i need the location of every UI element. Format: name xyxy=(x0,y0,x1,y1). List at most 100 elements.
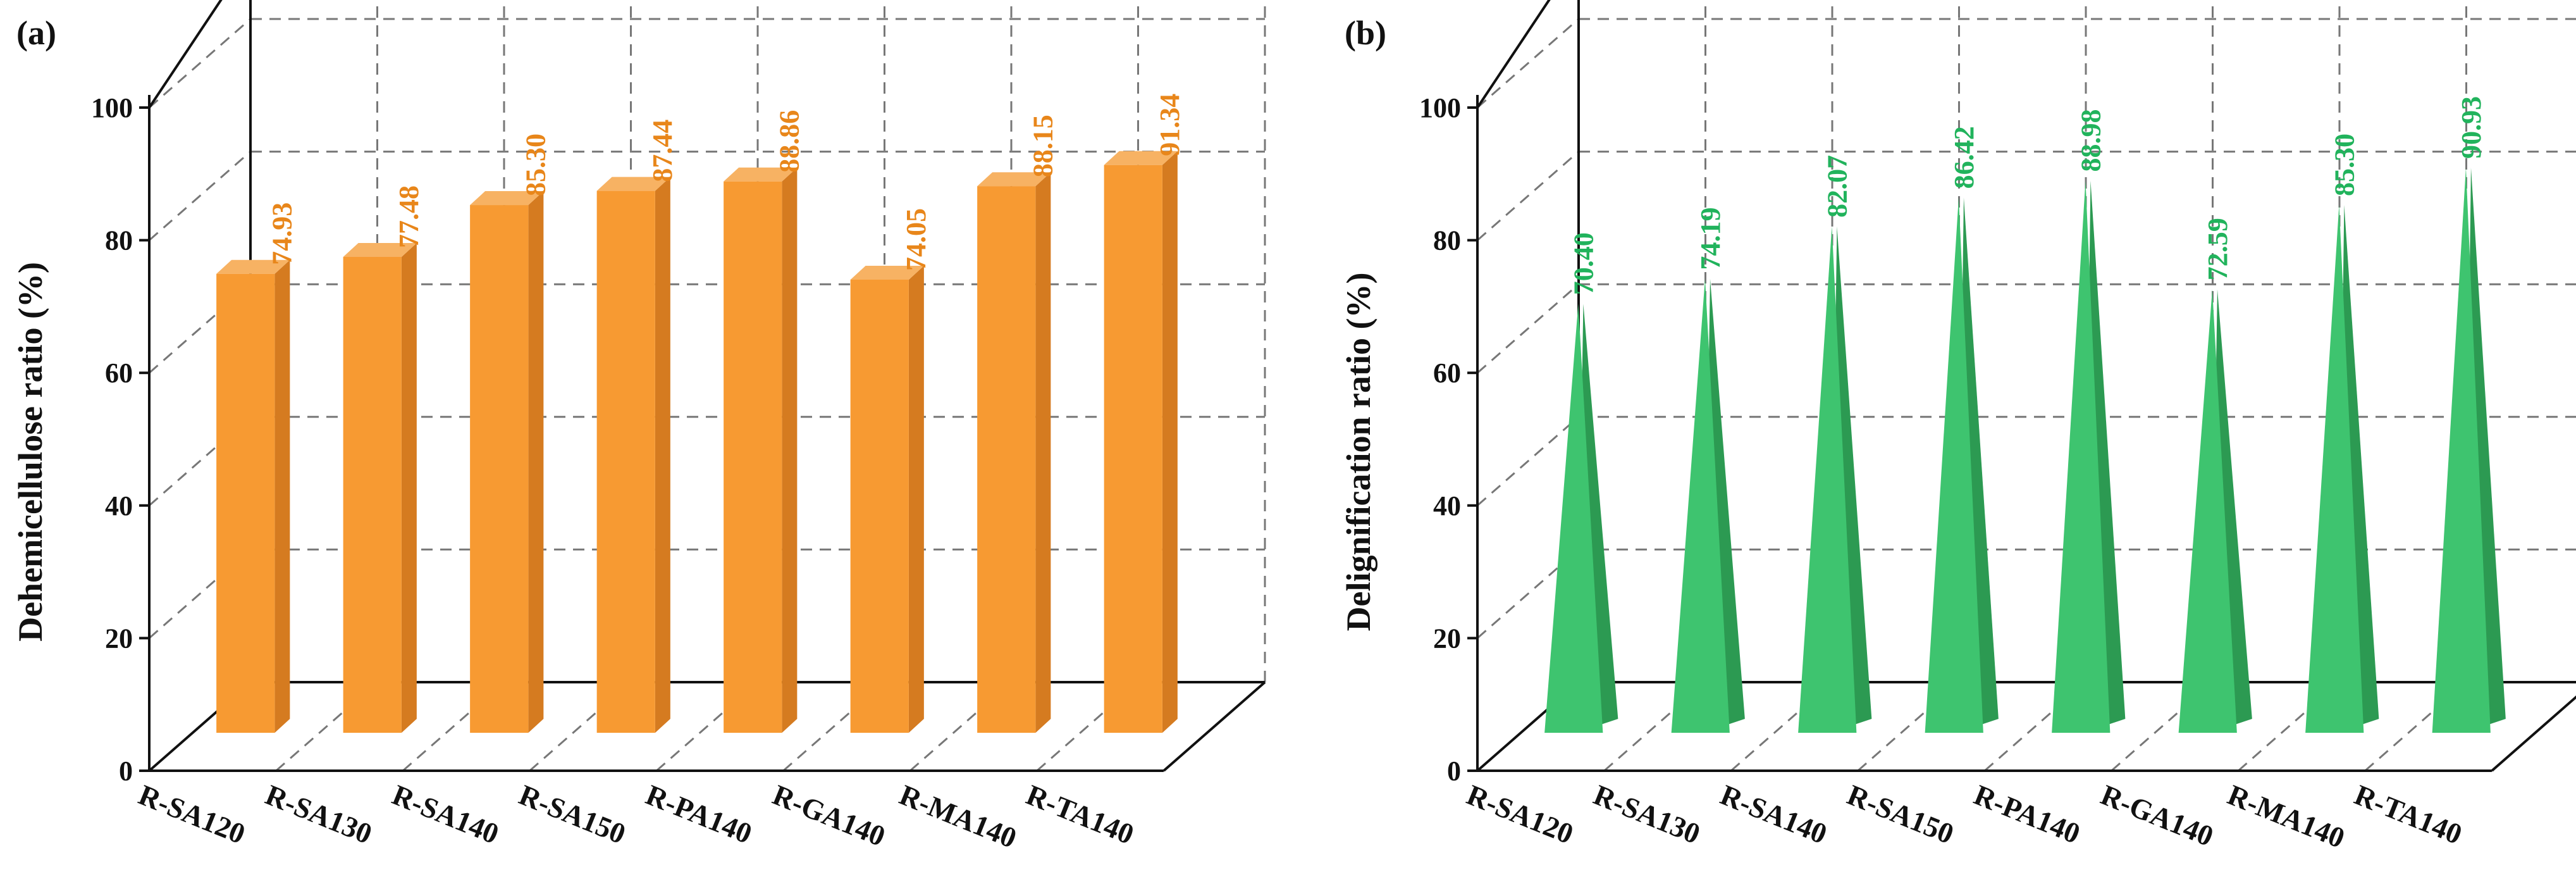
bar-side xyxy=(908,265,924,733)
right-floor-edge xyxy=(2491,695,2576,772)
x-tick-label: R-SA150 xyxy=(515,778,631,850)
bar xyxy=(2305,205,2364,733)
y-tick-label: 80 xyxy=(105,225,133,256)
data-label: 90.93 xyxy=(2456,96,2487,159)
bar-side xyxy=(1162,151,1178,733)
top-left-edge xyxy=(148,0,223,109)
y-tick-label: 20 xyxy=(105,623,133,654)
side-gridline xyxy=(1477,18,1579,109)
bar xyxy=(850,279,909,733)
bar xyxy=(1798,226,1857,733)
floor-gridline xyxy=(275,681,378,772)
floor-gridline xyxy=(1730,681,1833,772)
bar-side xyxy=(655,177,670,733)
y-tick-label: 20 xyxy=(1433,623,1461,654)
side-gridline xyxy=(1477,549,1579,639)
bar-top xyxy=(724,167,798,182)
bar-top xyxy=(850,265,924,280)
x-tick-label: R-SA140 xyxy=(388,778,503,850)
y-tick-label: 60 xyxy=(1433,358,1461,389)
bar xyxy=(1671,278,1730,733)
side-gridline xyxy=(149,283,251,374)
bar-side xyxy=(274,259,290,733)
x-tick-label: R-GA140 xyxy=(2097,778,2218,852)
side-gridline xyxy=(149,151,251,241)
right-floor-edge xyxy=(1162,681,1266,772)
x-tick-label: R-SA120 xyxy=(1462,778,1578,850)
floor-gridline xyxy=(782,681,885,772)
y-tick-label: 100 xyxy=(1419,92,1461,123)
y-tick-label: 60 xyxy=(105,358,133,389)
floor-gridline xyxy=(402,681,505,772)
data-label: 88.86 xyxy=(773,110,804,173)
bar-side xyxy=(782,167,798,733)
y-tick-label: 80 xyxy=(1433,225,1461,256)
data-label: 85.30 xyxy=(2329,134,2360,196)
floor-gridline xyxy=(1036,681,1139,772)
bar-top xyxy=(343,243,417,258)
y-axis-label: Delignification ratio (%) xyxy=(1340,273,1377,632)
y-tick-label: 100 xyxy=(91,92,133,123)
floor-gridline xyxy=(529,681,632,772)
data-label: 87.44 xyxy=(647,120,678,182)
floor-gridline xyxy=(909,681,1012,772)
bar xyxy=(216,273,275,733)
top-left-edge xyxy=(1476,0,1551,109)
data-label: 85.30 xyxy=(520,134,551,196)
x-tick-label: R-PA140 xyxy=(641,778,756,850)
floor-gridline xyxy=(2364,681,2467,772)
side-gridline xyxy=(1477,151,1579,241)
panel-a: 0 20 40 60 80 100 Dehemicellulose ratio (%) (a)… xyxy=(11,0,1266,854)
bar-top xyxy=(596,177,670,191)
bar-top xyxy=(977,172,1051,187)
data-label: 70.40 xyxy=(1568,232,1599,295)
floor-gridline xyxy=(2491,695,2576,772)
floor-gridline xyxy=(1603,681,1706,772)
data-label: 72.59 xyxy=(2202,218,2233,280)
y-tick-label: 40 xyxy=(105,490,133,521)
panel-label: (b) xyxy=(1345,14,1386,52)
side-gridline xyxy=(149,416,251,506)
side-gridline xyxy=(1477,416,1579,506)
data-label: 82.07 xyxy=(1821,155,1852,218)
data-label: 86.42 xyxy=(1949,126,1980,189)
bar-top xyxy=(470,191,544,206)
bar xyxy=(343,257,402,733)
x-tick-label: R-TA140 xyxy=(1022,778,1138,850)
side-gridline xyxy=(1477,283,1579,374)
x-tick-label: R-MA140 xyxy=(895,778,1021,854)
data-label: 88.15 xyxy=(1027,115,1058,177)
bar xyxy=(470,205,529,733)
bar xyxy=(2052,180,2111,733)
x-tick-label: R-GA140 xyxy=(768,778,890,852)
bar-side xyxy=(401,243,417,733)
floor-gridline xyxy=(2111,681,2214,772)
bar xyxy=(1104,165,1162,733)
y-tick-label: 40 xyxy=(1433,490,1461,521)
bar-top xyxy=(216,259,290,274)
bar xyxy=(977,186,1036,733)
floor-gridline xyxy=(656,681,758,772)
panel-label: (a) xyxy=(16,14,56,52)
x-tick-label: R-TA140 xyxy=(2350,778,2467,850)
panel-b: 0 20 40 60 80 100 Delignification ratio (%) (b)… xyxy=(1340,0,2576,854)
bar xyxy=(1925,197,1983,733)
bar-side xyxy=(528,191,544,733)
bar-top xyxy=(1104,151,1178,165)
x-tick-label: R-SA120 xyxy=(134,778,250,850)
bar xyxy=(596,190,655,733)
x-tick-label: R-PA140 xyxy=(1969,778,2085,850)
bar-side xyxy=(1035,172,1051,733)
x-tick-label: R-SA130 xyxy=(261,778,377,850)
bar xyxy=(1544,304,1603,733)
data-label: 88.98 xyxy=(2075,109,2106,171)
bar xyxy=(2178,289,2237,733)
floor-gridline xyxy=(2238,681,2340,772)
data-label: 91.34 xyxy=(1154,94,1185,156)
data-label: 77.48 xyxy=(393,185,424,248)
floor-gridline xyxy=(1857,681,1960,772)
y-tick-label: 0 xyxy=(119,756,133,787)
x-tick-label: R-SA150 xyxy=(1843,778,1959,850)
y-axis-label: Dehemicellulose ratio (%) xyxy=(11,262,49,642)
